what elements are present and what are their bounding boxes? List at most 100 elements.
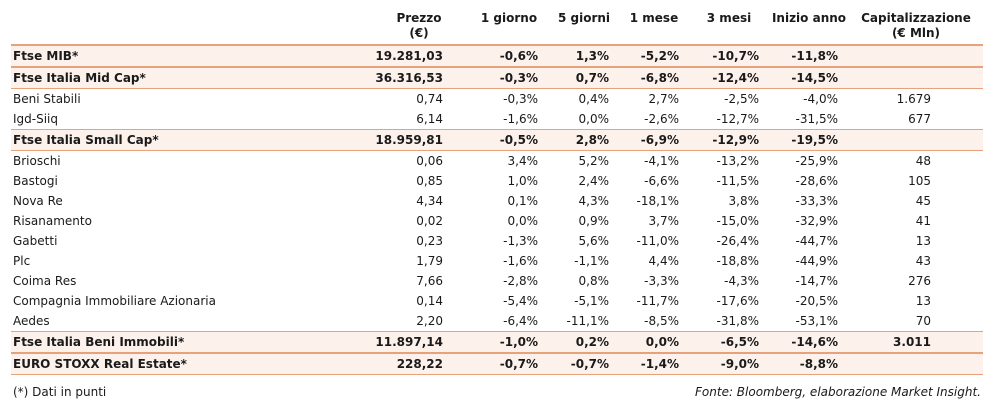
cell-ytd: -53,1%	[795, 314, 838, 328]
row-name: Brioschi	[13, 154, 61, 168]
cell-ytd: -32,9%	[795, 214, 838, 228]
cell-cap: 70	[915, 314, 931, 328]
cell-m1: -6,6%	[644, 174, 679, 188]
cell-cap: 43	[915, 254, 931, 268]
cell-d5: 2,4%	[578, 174, 610, 188]
cell-price: 11.897,14	[375, 335, 443, 349]
cell-price: 19.281,03	[375, 49, 443, 63]
cell-m1: 3,7%	[648, 214, 680, 228]
cell-m3: -15,0%	[716, 214, 759, 228]
cell-d1: 3,4%	[507, 154, 539, 168]
table-row: Ftse Italia Mid Cap* 36.316,53 -0,3% 0,7% -6…	[11, 67, 983, 89]
cell-m3: -10,7%	[712, 49, 759, 63]
table-row: Beni Stabili 0,74 -0,3% 0,4% 2,7% -2,5% -4,0% 1…	[11, 89, 983, 109]
row-name: Ftse MIB*	[13, 49, 79, 63]
cell-m1: -2,6%	[644, 112, 679, 126]
cell-d5: 0,8%	[578, 274, 610, 288]
cell-ytd: -28,6%	[795, 174, 838, 188]
footnote: (*) Dati in punti	[13, 385, 107, 399]
cell-cap: 276	[908, 274, 931, 288]
table-row: Ftse MIB* 19.281,03 -0,6% 1,3% -5,2% -10,7% -1…	[11, 45, 983, 67]
cell-ytd: -14,6%	[791, 335, 838, 349]
cell-ytd: -33,3%	[795, 194, 838, 208]
header-prezzo-label: Prezzo	[396, 11, 442, 25]
cell-d5: 4,3%	[578, 194, 610, 208]
row-name: Ftse Italia Small Cap*	[13, 133, 159, 147]
cell-cap: 41	[915, 214, 931, 228]
cell-ytd: -44,7%	[795, 234, 838, 248]
table-row: EURO STOXX Real Estate* 228,22 -0,7% -0,7% -…	[11, 353, 983, 375]
cell-m3: -12,4%	[712, 71, 759, 85]
cell-d5: -0,7%	[570, 357, 609, 371]
cell-price: 2,20	[416, 314, 443, 328]
cell-price: 0,02	[416, 214, 443, 228]
cell-cap: 1.679	[896, 92, 931, 106]
header-1-giorno: 1 giorno	[480, 11, 538, 25]
cell-price: 1,79	[416, 254, 443, 268]
cell-d5: 2,8%	[575, 133, 609, 147]
cell-d1: -6,4%	[503, 314, 538, 328]
cell-cap: 48	[915, 154, 931, 168]
cell-d1: -0,7%	[499, 357, 538, 371]
table-row: Ftse Italia Beni Immobili* 11.897,14 -1,0%…	[11, 331, 983, 353]
cell-m1: -11,0%	[636, 234, 679, 248]
cell-price: 0,14	[416, 294, 443, 308]
table-row: Risanamento 0,02 0,0% 0,9% 3,7% -15,0% -32,9% 4…	[11, 211, 983, 231]
performance-table: Prezzo (€) 1 giorno 5 giorni 1 mese 3 mes…	[11, 8, 983, 375]
row-name: Bastogi	[13, 174, 58, 188]
cell-ytd: -8,8%	[799, 357, 838, 371]
cell-m1: 2,7%	[648, 92, 680, 106]
table-row: Coima Res 7,66 -2,8% 0,8% -3,3% -4,3% -14,7% 27…	[11, 271, 983, 291]
cell-d5: 0,2%	[575, 335, 609, 349]
cell-m3: -17,6%	[716, 294, 759, 308]
cell-m3: -11,5%	[716, 174, 759, 188]
cell-d1: -5,4%	[503, 294, 538, 308]
cell-ytd: -25,9%	[795, 154, 838, 168]
cell-d1: 0,0%	[507, 214, 539, 228]
cell-d5: 1,3%	[575, 49, 609, 63]
cell-d1: 0,1%	[507, 194, 539, 208]
cell-price: 4,34	[416, 194, 443, 208]
cell-d5: 0,7%	[575, 71, 609, 85]
cell-d1: -0,5%	[499, 133, 538, 147]
cell-m1: -5,2%	[640, 49, 679, 63]
cell-m3: -26,4%	[716, 234, 759, 248]
cell-d5: 0,9%	[578, 214, 610, 228]
cell-d5: 0,0%	[578, 112, 610, 126]
cell-cap: 677	[908, 112, 931, 126]
cell-price: 18.959,81	[375, 133, 443, 147]
table-row: Brioschi 0,06 3,4% 5,2% -4,1% -13,2% -25,9% 48	[11, 151, 983, 171]
cell-m3: -18,8%	[716, 254, 759, 268]
cell-ytd: -14,5%	[791, 71, 838, 85]
cell-d5: 0,4%	[578, 92, 610, 106]
cell-m1: -18,1%	[636, 194, 679, 208]
cell-price: 0,23	[416, 234, 443, 248]
cell-d1: 1,0%	[507, 174, 539, 188]
row-name: Plc	[13, 254, 31, 268]
row-name: Compagnia Immobiliare Azionaria	[13, 294, 216, 308]
cell-d5: -11,1%	[566, 314, 609, 328]
cell-m1: -6,9%	[640, 133, 679, 147]
header-3-mesi: 3 mesi	[706, 11, 752, 25]
cell-d5: 5,6%	[578, 234, 610, 248]
row-name: Beni Stabili	[13, 92, 81, 106]
row-name: Coima Res	[13, 274, 77, 288]
cell-m1: -1,4%	[640, 357, 679, 371]
cell-m1: -4,1%	[644, 154, 679, 168]
cell-d5: -1,1%	[574, 254, 609, 268]
header-capitalizzazione: Capitalizzazione (€ Mln)	[849, 8, 983, 44]
table-row: Bastogi 0,85 1,0% 2,4% -6,6% -11,5% -28,6% 105	[11, 171, 983, 191]
cell-m3: -6,5%	[720, 335, 759, 349]
header-5-giorni: 5 giorni	[557, 11, 611, 25]
cell-price: 6,14	[416, 112, 443, 126]
cell-m1: -6,8%	[640, 71, 679, 85]
cell-d1: -1,6%	[503, 254, 538, 268]
cell-m3: -31,8%	[716, 314, 759, 328]
cell-cap: 105	[908, 174, 931, 188]
cell-m3: -2,5%	[724, 92, 759, 106]
cell-d1: -0,3%	[503, 92, 538, 106]
cell-m3: -12,9%	[712, 133, 759, 147]
cell-ytd: -14,7%	[795, 274, 838, 288]
table-row: Gabetti 0,23 -1,3% 5,6% -11,0% -26,4% -44,7% 13	[11, 231, 983, 251]
row-name: Ftse Italia Mid Cap*	[13, 71, 146, 85]
